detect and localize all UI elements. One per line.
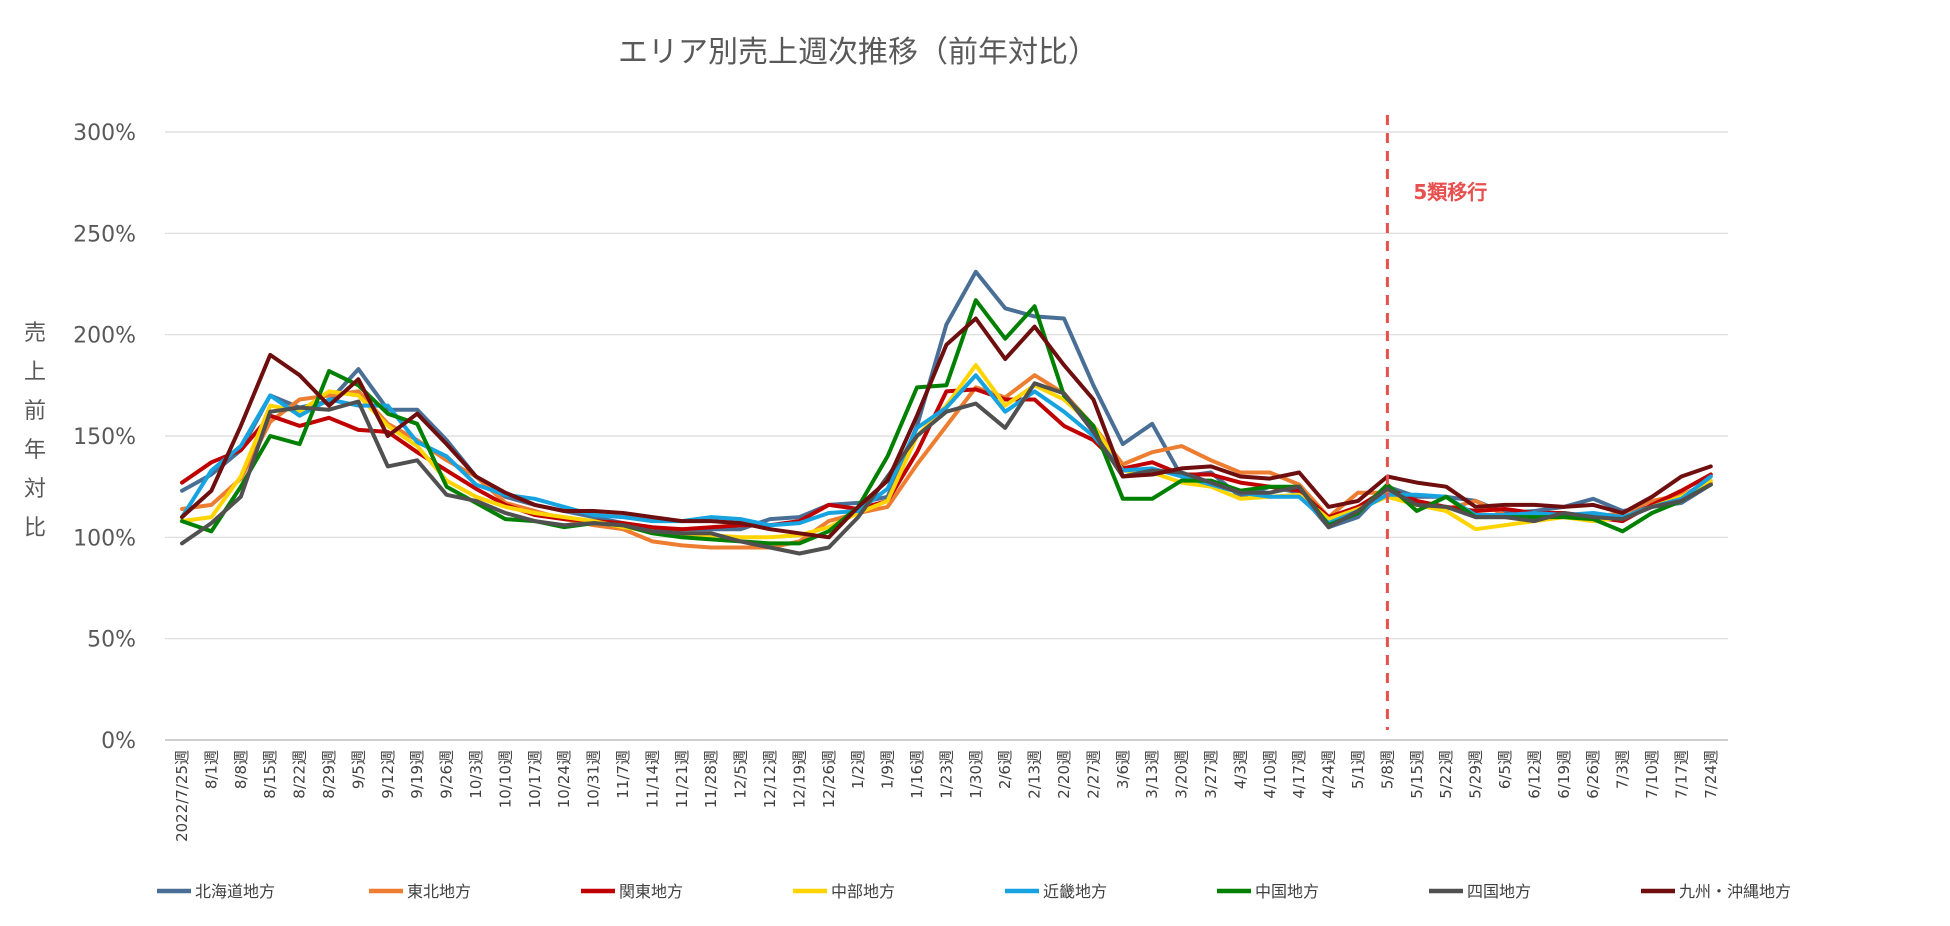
x-tick-label: 5/22週: [1437, 750, 1455, 799]
x-tick-label: 4/24週: [1320, 750, 1338, 799]
y-tick-label: 50%: [87, 628, 136, 653]
x-tick-label: 11/14週: [643, 750, 661, 808]
series-line: [180, 381, 1713, 556]
legend-label: 中国地方: [1255, 882, 1319, 901]
y-tick-label: 0%: [101, 729, 136, 754]
x-tick-label: 8/22週: [291, 750, 309, 799]
legend: 北海道地方 東北地方 関東地方 中部地方 近畿地方 中国地方 四国地方 九州・沖縄地方: [157, 882, 1791, 901]
legend-item: 中国地方: [1217, 882, 1319, 901]
legend-item: 北海道地方: [157, 882, 275, 901]
y-axis-label-char: 前: [24, 399, 46, 424]
legend-item: 近畿地方: [1005, 882, 1107, 901]
x-tick-label: 9/19週: [408, 750, 426, 799]
y-tick-label: 150%: [73, 425, 136, 450]
x-tick-label: 1/2週: [849, 750, 867, 789]
y-tick-label: 300%: [73, 121, 136, 146]
legend-item: 中部地方: [793, 882, 895, 901]
x-tick-label: 7/10週: [1643, 750, 1661, 799]
legend-label: 関東地方: [619, 882, 683, 901]
x-tick-label: 11/7週: [614, 750, 632, 799]
y-axis-label-char: 上: [24, 360, 46, 385]
y-tick-label: 250%: [73, 222, 136, 247]
x-tick-label: 5/1週: [1349, 750, 1367, 789]
x-tick-label: 1/30週: [967, 750, 985, 799]
x-tick-label: 11/21週: [673, 750, 691, 808]
x-tick-label: 1/9週: [879, 750, 897, 789]
x-tick-label: 3/13週: [1143, 750, 1161, 799]
series-line: [180, 316, 1713, 540]
x-tick-label: 5/29週: [1467, 750, 1485, 799]
x-tick-label: 3/20週: [1173, 750, 1191, 799]
x-tick-label: 9/12週: [379, 750, 397, 799]
x-tick-label: 4/10週: [1261, 750, 1279, 799]
y-tick-label: 200%: [73, 324, 136, 349]
y-axis-label-char: 比: [24, 516, 46, 541]
chart-title: エリア別売上週次推移（前年対比）: [618, 35, 1098, 70]
x-tick-label: 10/31週: [585, 750, 603, 808]
x-tick-label: 2022/7/25週: [173, 750, 191, 842]
x-tick-label: 2/6週: [996, 750, 1014, 789]
legend-label: 九州・沖縄地方: [1679, 882, 1791, 901]
series-line: [180, 269, 1713, 532]
x-tick-label: 6/5週: [1496, 750, 1514, 789]
legend-label: 北海道地方: [195, 882, 275, 901]
legend-label: 四国地方: [1467, 882, 1531, 901]
x-tick-label: 8/8週: [232, 750, 250, 789]
y-axis-label-char: 売: [24, 321, 46, 346]
x-tick-label: 12/12週: [761, 750, 779, 808]
x-tick-label: 4/17週: [1290, 750, 1308, 799]
x-tick-label: 11/28週: [702, 750, 720, 808]
gridlines: [165, 131, 1728, 741]
x-tick-label: 8/15週: [261, 750, 279, 799]
y-tick-label: 100%: [73, 526, 136, 551]
x-tick-label: 5/15週: [1408, 750, 1426, 799]
x-tick-label: 4/3週: [1231, 750, 1249, 789]
annotation-label: 5類移行: [1413, 180, 1487, 204]
x-tick-label: 1/16週: [908, 750, 926, 799]
legend-item: 関東地方: [581, 882, 683, 901]
x-tick-label: 2/20週: [1055, 750, 1073, 799]
y-tick-labels: 0% 50% 100% 150% 200% 250% 300%: [73, 121, 136, 754]
x-tick-labels: 2022/7/25週 8/1週 8/8週 8/15週 8/22週 8/29週 9/5週 9/1…: [173, 750, 1720, 842]
x-tick-label: 7/17週: [1672, 750, 1690, 799]
x-tick-label: 1/23週: [937, 750, 955, 799]
legend-label: 中部地方: [831, 882, 895, 901]
x-tick-label: 12/26週: [820, 750, 838, 808]
x-tick-label: 10/24週: [555, 750, 573, 808]
x-tick-label: 8/29週: [320, 750, 338, 799]
legend-item: 東北地方: [369, 882, 471, 901]
y-axis-label-char: 年: [24, 438, 46, 463]
x-tick-label: 10/17週: [526, 750, 544, 808]
x-tick-label: 9/5週: [349, 750, 367, 789]
x-tick-label: 6/19週: [1555, 750, 1573, 799]
x-tick-label: 3/27週: [1202, 750, 1220, 799]
x-tick-label: 2/13週: [1026, 750, 1044, 799]
x-tick-label: 5/8週: [1378, 750, 1396, 789]
x-tick-label: 6/26週: [1584, 750, 1602, 799]
x-tick-label: 9/26週: [438, 750, 456, 799]
x-tick-label: 7/3週: [1614, 750, 1632, 789]
x-tick-label: 2/27週: [1084, 750, 1102, 799]
legend-item: 四国地方: [1429, 882, 1531, 901]
legend-item: 九州・沖縄地方: [1641, 882, 1791, 901]
x-tick-label: 3/6週: [1114, 750, 1132, 789]
annotation: 5類移行: [1385, 115, 1487, 730]
x-tick-label: 6/12週: [1525, 750, 1543, 799]
series-line: [180, 298, 1713, 546]
legend-label: 近畿地方: [1043, 882, 1107, 901]
x-tick-label: 12/5週: [732, 750, 750, 799]
x-tick-label: 10/10週: [496, 750, 514, 808]
legend-label: 東北地方: [407, 882, 471, 901]
x-tick-label: 10/3週: [467, 750, 485, 799]
y-axis-label-char: 対: [24, 477, 46, 502]
series-lines: [180, 269, 1713, 556]
x-tick-label: 8/1週: [202, 750, 220, 789]
x-tick-label: 12/19週: [790, 750, 808, 808]
x-tick-label: 7/24週: [1702, 750, 1720, 799]
